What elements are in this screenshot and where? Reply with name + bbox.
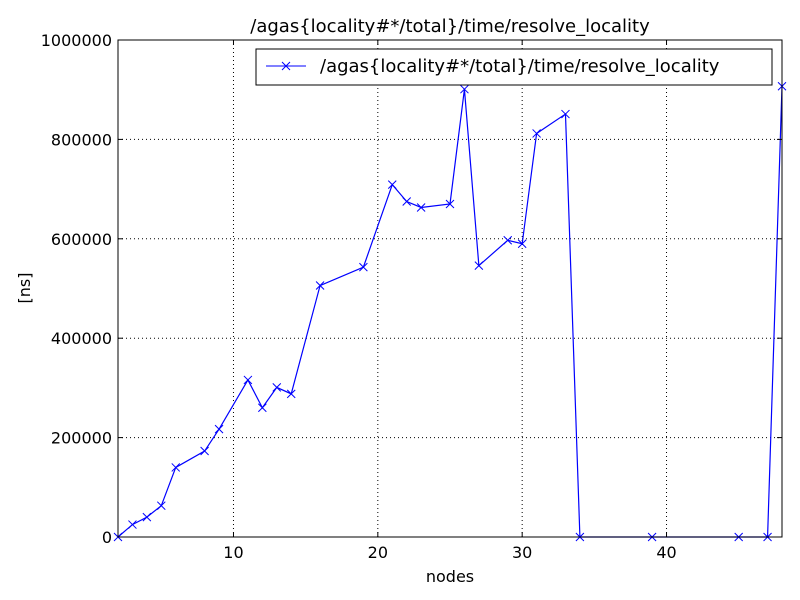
data-point-x-marker [142, 512, 152, 522]
grid-lines [118, 40, 782, 537]
x-tick-label: 30 [512, 543, 532, 562]
data-point-x-marker [359, 262, 368, 272]
data-point-x-marker [387, 180, 397, 189]
legend-marker-x-icon [281, 61, 291, 71]
legend: /agas{locality#*/total}/time/resolve_loc… [255, 48, 773, 86]
data-point-x-marker [171, 463, 181, 472]
data-point-x-marker [445, 199, 455, 209]
y-axis-label: [ns] [15, 273, 34, 304]
y-tick-label: 0 [102, 528, 112, 547]
data-point-x-marker [402, 197, 412, 206]
axis-ticks: 10 20 30 40 0 200000 400000 600000 800000 1000000 [41, 31, 782, 562]
x-axis-label: nodes [426, 567, 474, 586]
data-point-x-marker [474, 261, 484, 270]
y-tick-label: 400000 [51, 329, 112, 348]
data-point-x-marker [503, 235, 513, 245]
data-point-x-marker [286, 389, 296, 399]
data-point-x-marker [532, 129, 541, 138]
data-point-x-marker [315, 281, 325, 290]
data-point-x-marker [561, 109, 570, 119]
data-point-x-marker [517, 239, 527, 249]
data-point-x-marker [200, 446, 209, 456]
series-line [117, 86, 783, 538]
data-point-x-marker [257, 403, 267, 413]
legend-box [255, 48, 773, 86]
y-tick-label: 1000000 [41, 31, 112, 50]
data-point-x-marker [272, 383, 282, 392]
data-point-x-marker [416, 203, 426, 212]
x-tick-label: 40 [656, 543, 676, 562]
data-point-x-marker [243, 375, 253, 385]
y-tick-label: 800000 [51, 130, 112, 149]
chart-title: /agas{locality#*/total}/time/resolve_loc… [250, 16, 650, 37]
y-tick-label: 600000 [51, 230, 112, 249]
legend-entry-label: /agas{locality#*/total}/time/resolve_loc… [320, 56, 720, 77]
data-point-x-marker [156, 501, 166, 511]
data-point-x-marker [460, 84, 469, 94]
x-tick-label: 20 [368, 543, 388, 562]
x-tick-label: 10 [223, 543, 243, 562]
plot-area-frame [117, 39, 783, 538]
data-point-x-marker [128, 520, 137, 529]
data-point-x-marker [214, 424, 224, 434]
y-tick-label: 200000 [51, 429, 112, 448]
